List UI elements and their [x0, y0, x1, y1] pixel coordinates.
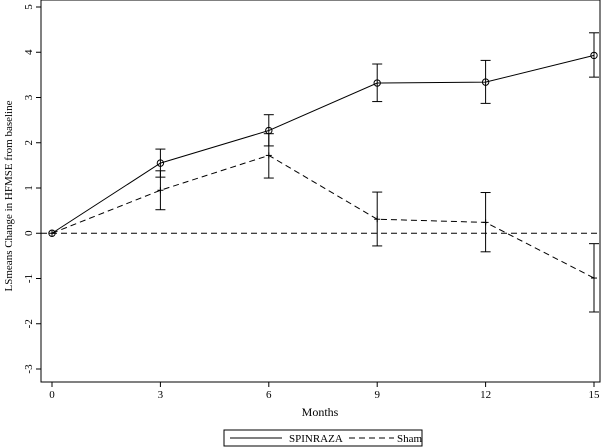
y-tick-label: -3 — [23, 364, 35, 374]
x-axis: 0 3 6 9 12 15 — [49, 382, 600, 401]
x-axis-label: Months — [302, 405, 339, 419]
data-point — [591, 275, 597, 282]
y-tick-label: 4 — [23, 49, 35, 55]
y-tick-label: 5 — [23, 4, 35, 10]
error-bar — [589, 32, 599, 78]
x-tick-label: 15 — [589, 389, 601, 401]
series-spinraza — [48, 32, 599, 237]
data-point — [374, 216, 381, 223]
data-point — [482, 219, 489, 226]
error-bar — [480, 59, 491, 104]
series-line-sham — [51, 154, 595, 279]
series-layer — [48, 32, 599, 313]
legend: SPINRAZA Sham — [223, 429, 423, 447]
data-point — [590, 51, 598, 60]
y-tick-label: 2 — [23, 140, 35, 146]
y-axis: -3 -2 -1 0 1 2 3 4 5 — [23, 4, 41, 374]
x-tick-label: 9 — [374, 389, 380, 401]
data-point — [48, 229, 56, 237]
x-tick-label: 12 — [480, 389, 491, 401]
y-tick-label: -1 — [23, 274, 35, 283]
y-tick-label: 0 — [23, 230, 35, 236]
series-line-spinraza — [51, 54, 595, 234]
data-point — [481, 78, 490, 86]
data-point — [156, 159, 165, 167]
data-point — [49, 230, 55, 237]
data-point — [373, 79, 381, 87]
legend-box — [223, 429, 423, 447]
x-tick-label: 3 — [158, 389, 164, 401]
y-tick-label: -2 — [23, 319, 35, 328]
y-axis-label: LSmeans Change in HFMSE from baseline — [3, 100, 15, 291]
data-point — [157, 187, 164, 194]
legend-spinraza-label: SPINRAZA — [289, 433, 343, 445]
data-point — [265, 152, 272, 159]
y-tick-label: 1 — [23, 185, 35, 191]
plot-frame — [40, 0, 601, 383]
series-sham — [49, 133, 599, 313]
legend-sham-label: Sham — [397, 433, 423, 445]
y-tick-label: 3 — [23, 94, 35, 100]
x-tick-label: 6 — [266, 389, 272, 401]
x-tick-label: 0 — [49, 389, 55, 401]
error-bar — [372, 63, 383, 103]
